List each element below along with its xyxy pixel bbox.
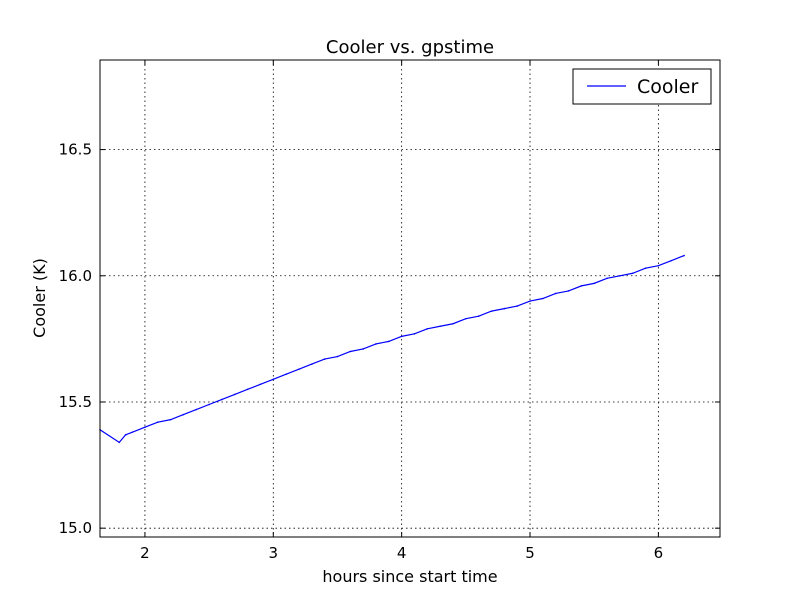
data-point <box>670 259 673 262</box>
data-point <box>490 310 493 312</box>
y-axis-label: Cooler (K) <box>30 258 49 338</box>
data-point <box>657 264 660 267</box>
data-point <box>477 315 480 317</box>
legend: Cooler <box>572 68 712 105</box>
data-point <box>452 322 454 325</box>
data-point <box>516 305 518 307</box>
plot-frame <box>99 59 721 538</box>
series-line-cooler <box>100 255 685 444</box>
data-point <box>336 355 339 358</box>
data-point <box>529 300 531 302</box>
plot-area <box>99 254 685 444</box>
data-point <box>195 408 198 411</box>
data-point <box>631 272 634 275</box>
data-point <box>580 285 583 287</box>
data-point <box>349 350 352 353</box>
data-point <box>311 363 313 365</box>
data-point <box>439 325 441 328</box>
data-point <box>208 403 210 406</box>
data-point <box>272 378 275 381</box>
grid <box>100 60 720 537</box>
data-point <box>221 398 223 401</box>
data-point <box>118 441 121 444</box>
y-tick-label: 16.5 <box>59 141 92 159</box>
data-point <box>156 421 159 423</box>
data-point <box>131 431 133 434</box>
x-tick-label: 5 <box>525 544 535 562</box>
data-point <box>593 282 595 285</box>
data-point <box>259 383 262 386</box>
data-point <box>683 254 685 257</box>
axis-ticks: 2 3 4 5 6 15.0 15.5 16.0 16.5 <box>59 60 720 562</box>
data-point <box>144 426 146 429</box>
data-point <box>246 388 249 391</box>
y-tick-label: 15.5 <box>59 393 92 411</box>
data-point <box>124 433 127 436</box>
data-point <box>542 297 544 300</box>
y-tick-label: 15.0 <box>59 519 92 537</box>
data-point <box>323 358 326 360</box>
data-point <box>400 335 403 338</box>
data-point <box>413 333 416 335</box>
x-tick-label: 3 <box>269 544 279 562</box>
data-point <box>644 267 647 270</box>
data-point <box>388 340 390 343</box>
data-point <box>233 393 236 396</box>
y-tick-label: 16.0 <box>59 267 92 285</box>
data-point <box>619 274 621 277</box>
data-point <box>298 368 300 370</box>
data-point <box>182 413 185 416</box>
x-tick-label: 4 <box>397 544 407 562</box>
data-point <box>606 277 608 280</box>
data-point <box>465 317 467 320</box>
x-tick-label: 6 <box>654 544 664 562</box>
data-point <box>169 418 172 421</box>
data-point <box>567 290 570 292</box>
chart-title: Cooler vs. gpstime <box>326 37 494 58</box>
data-point <box>285 373 287 376</box>
data-point <box>362 348 364 350</box>
data-point <box>503 307 506 310</box>
legend-label: Cooler <box>637 76 698 98</box>
x-axis-label: hours since start time <box>322 567 497 586</box>
x-tick-label: 2 <box>140 544 150 562</box>
data-point <box>554 292 557 295</box>
data-point <box>426 327 429 330</box>
data-point <box>375 343 377 345</box>
